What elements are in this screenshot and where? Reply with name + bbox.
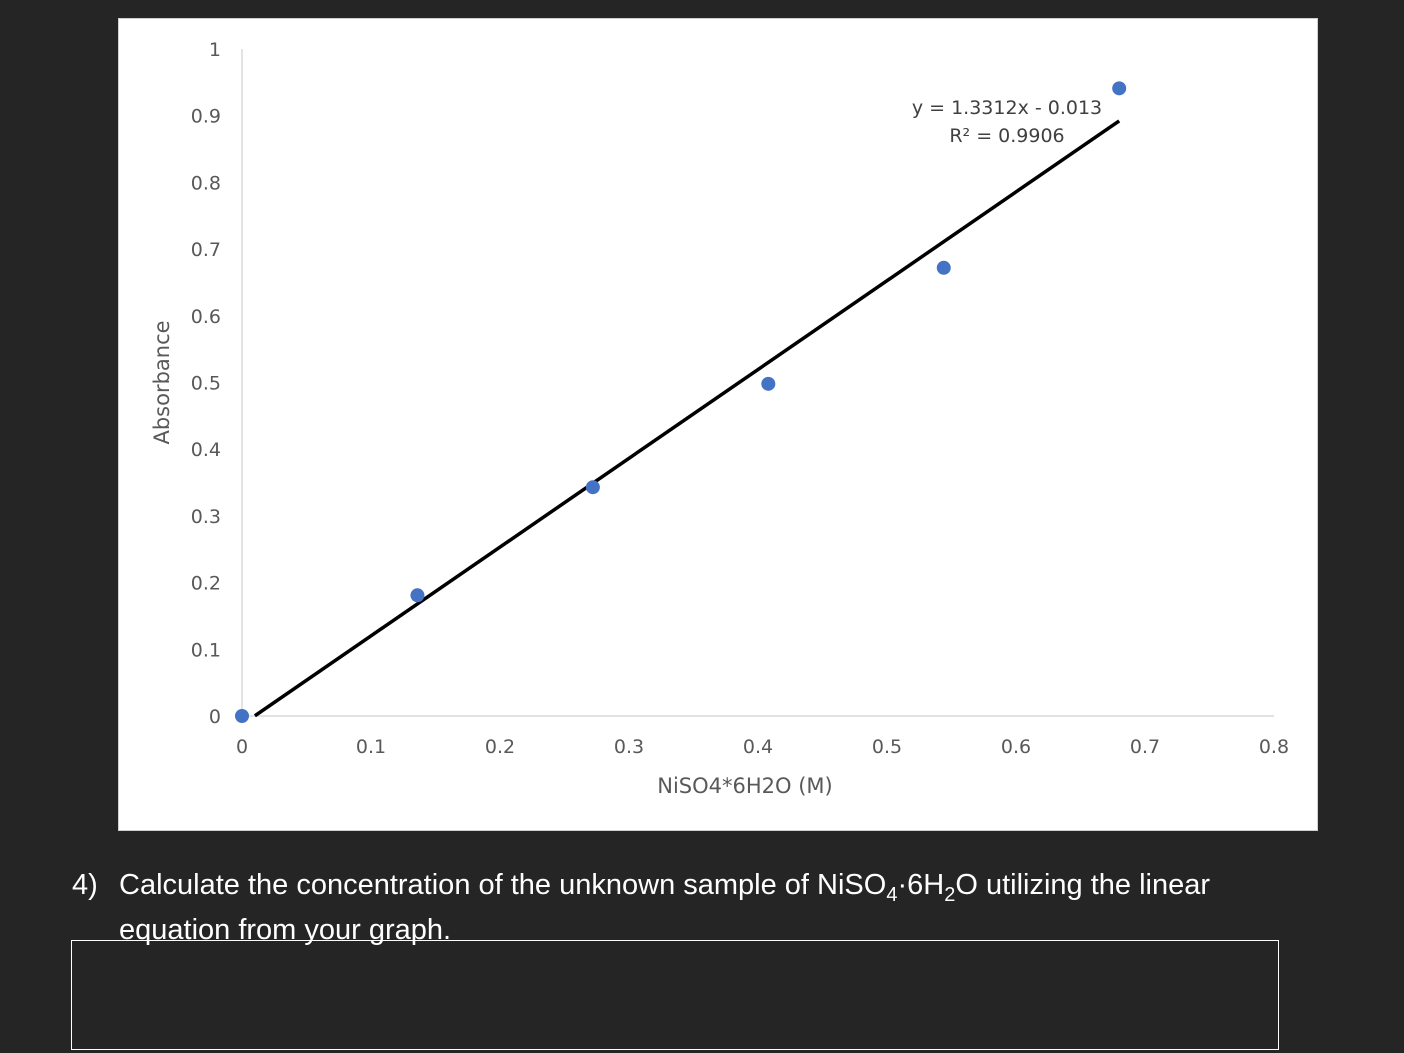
axes — [241, 49, 1274, 717]
y-axis-title: Absorbance — [150, 320, 174, 444]
x-tick-labels: 0 0.1 0.2 0.3 0.4 0.5 0.6 0.7 0.8 — [236, 736, 1289, 758]
y-tick-label: 0.1 — [191, 639, 221, 661]
hydrate-dot: · — [897, 869, 908, 901]
y-tick-label: 0.6 — [191, 306, 221, 328]
data-point — [585, 480, 600, 495]
y-tick-label: 1 — [209, 39, 221, 61]
question-number: 4) — [72, 869, 98, 901]
y-tick-label: 0.4 — [191, 439, 221, 461]
trendline-equation: y = 1.3312x - 0.013 — [912, 97, 1102, 119]
data-point — [1112, 81, 1127, 96]
data-point — [235, 709, 249, 723]
answer-box[interactable] — [71, 940, 1279, 1050]
y-tick-label: 0 — [209, 706, 221, 728]
data-point — [410, 588, 425, 603]
y-tick-label: 0.8 — [191, 172, 221, 194]
y-tick-labels: 0 0.1 0.2 0.3 0.4 0.5 0.6 0.7 0.8 0.9 1 — [191, 39, 221, 728]
trendline-r-squared: R² = 0.9906 — [949, 125, 1064, 147]
question-line-1: Calculate the concentration of the unkno… — [119, 868, 1332, 913]
y-tick-label: 0.2 — [191, 573, 221, 595]
x-tick-label: 0.4 — [743, 736, 773, 758]
x-tick-label: 0.7 — [1130, 736, 1160, 758]
data-point — [761, 376, 776, 391]
y-tick-label: 0.9 — [191, 106, 221, 128]
x-tick-label: 0.6 — [1001, 736, 1031, 758]
x-axis-title: NiSO4*6H2O (M) — [657, 774, 833, 798]
question-text: 4) Calculate the concentration of the un… — [72, 868, 1332, 948]
y-tick-label: 0.7 — [191, 239, 221, 261]
trendline — [253, 119, 1121, 718]
question-line-1-end: O utilizing the linear — [955, 869, 1211, 901]
chart-panel: 0 0.1 0.2 0.3 0.4 0.5 0.6 0.7 0.8 0 0.1 0.2 0.3 0.4 0… — [118, 18, 1318, 831]
question-line-1-start: Calculate the concentration of the unkno… — [119, 869, 887, 901]
x-tick-label: 0.3 — [614, 736, 644, 758]
data-point — [936, 260, 951, 275]
question-line-1-mid: 6H — [907, 869, 945, 901]
y-tick-label: 0.3 — [191, 506, 221, 528]
subscript-2: 2 — [944, 883, 956, 906]
x-tick-label: 0.1 — [356, 736, 386, 758]
x-tick-label: 0.5 — [872, 736, 902, 758]
x-tick-label: 0 — [236, 736, 248, 758]
x-tick-label: 0.2 — [485, 736, 515, 758]
data-points — [235, 81, 1127, 723]
x-tick-label: 0.8 — [1259, 736, 1289, 758]
y-tick-label: 0.5 — [191, 373, 221, 395]
scatter-chart: 0 0.1 0.2 0.3 0.4 0.5 0.6 0.7 0.8 00.10.20.30.40… — [150, 39, 1289, 798]
subscript-4: 4 — [886, 883, 898, 906]
